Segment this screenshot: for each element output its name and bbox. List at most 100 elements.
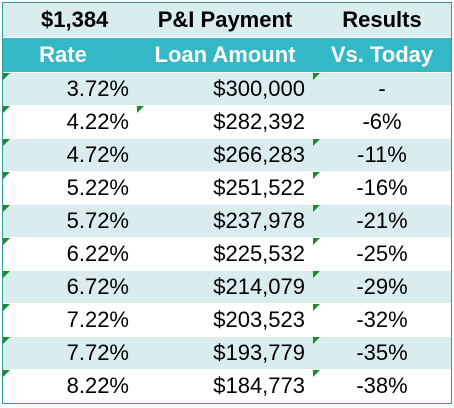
error-indicator-icon bbox=[3, 106, 10, 113]
vs-cell[interactable]: -11% bbox=[313, 138, 451, 172]
loan-value: $214,079 bbox=[213, 274, 305, 299]
table-row: 8.22% $184,773 -38% bbox=[3, 369, 451, 403]
loan-cell[interactable]: $184,773 bbox=[137, 369, 313, 403]
vs-cell[interactable]: -25% bbox=[313, 237, 451, 271]
rate-cell[interactable]: 5.22% bbox=[3, 171, 137, 205]
table-row: 7.72% $193,779 -35% bbox=[3, 336, 451, 370]
rate-value: 8.22% bbox=[66, 373, 129, 398]
rate-value: 5.22% bbox=[66, 175, 129, 200]
error-indicator-icon bbox=[313, 172, 320, 179]
loan-cell[interactable]: $193,779 bbox=[137, 336, 313, 370]
loan-cell[interactable]: $251,522 bbox=[137, 171, 313, 205]
error-indicator-icon bbox=[313, 370, 320, 377]
table-row: 6.72% $214,079 -29% bbox=[3, 270, 451, 304]
error-indicator-icon bbox=[3, 337, 10, 344]
error-indicator-icon bbox=[3, 205, 10, 212]
vs-cell[interactable]: -35% bbox=[313, 336, 451, 370]
loan-comparison-table: $1,384 P&I Payment Results Rate Loan Amo… bbox=[3, 3, 451, 403]
rate-cell[interactable]: 3.72% bbox=[3, 72, 137, 106]
rate-cell[interactable]: 7.22% bbox=[3, 303, 137, 337]
rate-cell[interactable]: 7.72% bbox=[3, 336, 137, 370]
error-indicator-icon bbox=[3, 304, 10, 311]
loan-cell[interactable]: $203,523 bbox=[137, 303, 313, 337]
column-header-row: Rate Loan Amount Vs. Today bbox=[3, 37, 451, 73]
loan-value: $203,523 bbox=[213, 307, 305, 332]
vs-value: -6% bbox=[362, 109, 402, 134]
error-indicator-icon bbox=[313, 205, 320, 212]
rate-header-cell[interactable]: Rate bbox=[3, 37, 137, 73]
vs-cell[interactable]: -16% bbox=[313, 171, 451, 205]
loan-value: $225,532 bbox=[213, 241, 305, 266]
rate-value: 6.22% bbox=[66, 241, 129, 266]
error-indicator-icon bbox=[3, 238, 10, 245]
rate-value: 5.72% bbox=[66, 208, 129, 233]
loan-value: $193,779 bbox=[213, 340, 305, 365]
vs-today-header-cell[interactable]: Vs. Today bbox=[313, 37, 451, 73]
vs-cell[interactable]: -29% bbox=[313, 270, 451, 304]
error-indicator-icon bbox=[313, 73, 320, 80]
vs-value: -38% bbox=[356, 373, 408, 398]
table-row: 5.72% $237,978 -21% bbox=[3, 204, 451, 238]
rate-value: 4.22% bbox=[66, 109, 129, 134]
table-row: 5.22% $251,522 -16% bbox=[3, 171, 451, 205]
spreadsheet-table: $1,384 P&I Payment Results Rate Loan Amo… bbox=[2, 2, 452, 404]
vs-cell[interactable]: -38% bbox=[313, 369, 451, 403]
error-indicator-icon bbox=[3, 172, 10, 179]
rate-cell[interactable]: 5.72% bbox=[3, 204, 137, 238]
table-row: 4.22% $282,392 -6% bbox=[3, 105, 451, 139]
vs-cell[interactable]: -32% bbox=[313, 303, 451, 337]
loan-cell[interactable]: $214,079 bbox=[137, 270, 313, 304]
vs-cell[interactable]: - bbox=[313, 72, 451, 106]
results-label-cell[interactable]: Results bbox=[313, 3, 451, 38]
error-indicator-icon bbox=[3, 370, 10, 377]
error-indicator-icon bbox=[3, 73, 10, 80]
vs-value: -21% bbox=[356, 208, 408, 233]
rate-cell[interactable]: 4.22% bbox=[3, 105, 137, 139]
loan-cell[interactable]: $300,000 bbox=[137, 72, 313, 106]
table-row: 7.22% $203,523 -32% bbox=[3, 303, 451, 337]
rate-cell[interactable]: 6.72% bbox=[3, 270, 137, 304]
loan-value: $300,000 bbox=[213, 76, 305, 101]
loan-cell[interactable]: $237,978 bbox=[137, 204, 313, 238]
error-indicator-icon bbox=[313, 304, 320, 311]
error-indicator-icon bbox=[313, 139, 320, 146]
loan-value: $266,283 bbox=[213, 142, 305, 167]
loan-value: $282,392 bbox=[213, 109, 305, 134]
vs-value: -35% bbox=[356, 340, 408, 365]
rate-cell[interactable]: 6.22% bbox=[3, 237, 137, 271]
payment-amount-cell[interactable]: $1,384 bbox=[3, 3, 137, 38]
error-indicator-icon bbox=[313, 238, 320, 245]
loan-cell[interactable]: $282,392 bbox=[137, 105, 313, 139]
vs-value: -29% bbox=[356, 274, 408, 299]
error-indicator-icon bbox=[313, 337, 320, 344]
vs-cell[interactable]: -21% bbox=[313, 204, 451, 238]
payment-label-cell[interactable]: P&I Payment bbox=[137, 3, 313, 38]
rate-value: 7.22% bbox=[66, 307, 129, 332]
rate-value: 3.72% bbox=[66, 76, 129, 101]
rate-value: 4.72% bbox=[66, 142, 129, 167]
vs-value: -32% bbox=[356, 307, 408, 332]
loan-value: $237,978 bbox=[213, 208, 305, 233]
summary-header-row: $1,384 P&I Payment Results bbox=[3, 3, 451, 38]
error-indicator-icon bbox=[3, 139, 10, 146]
rate-value: 6.72% bbox=[66, 274, 129, 299]
vs-value: -25% bbox=[356, 241, 408, 266]
loan-value: $251,522 bbox=[213, 175, 305, 200]
loan-value: $184,773 bbox=[213, 373, 305, 398]
error-indicator-icon bbox=[137, 106, 144, 113]
vs-value: -16% bbox=[356, 175, 408, 200]
table-row: 3.72% $300,000 - bbox=[3, 72, 451, 106]
loan-cell[interactable]: $225,532 bbox=[137, 237, 313, 271]
rate-cell[interactable]: 8.22% bbox=[3, 369, 137, 403]
rate-value: 7.72% bbox=[66, 340, 129, 365]
vs-value: - bbox=[378, 76, 386, 101]
vs-value: -11% bbox=[357, 142, 407, 167]
vs-cell[interactable]: -6% bbox=[313, 105, 451, 139]
loan-cell[interactable]: $266,283 bbox=[137, 138, 313, 172]
rate-cell[interactable]: 4.72% bbox=[3, 138, 137, 172]
loan-amount-header-cell[interactable]: Loan Amount bbox=[137, 37, 313, 73]
error-indicator-icon bbox=[3, 271, 10, 278]
table-row: 4.72% $266,283 -11% bbox=[3, 138, 451, 172]
error-indicator-icon bbox=[313, 271, 320, 278]
table-row: 6.22% $225,532 -25% bbox=[3, 237, 451, 271]
